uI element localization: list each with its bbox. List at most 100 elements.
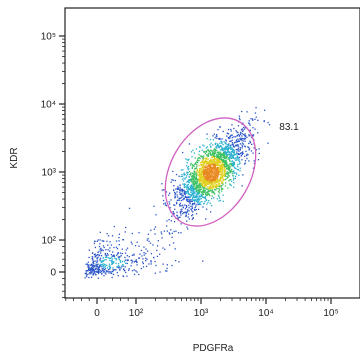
event-point xyxy=(214,162,216,164)
event-point xyxy=(94,274,97,276)
event-point xyxy=(192,149,194,151)
event-point xyxy=(198,193,200,195)
event-point xyxy=(226,132,228,134)
event-point xyxy=(224,173,226,176)
event-point xyxy=(224,185,227,187)
gate-ellipse[interactable] xyxy=(147,102,274,242)
event-point xyxy=(217,191,220,193)
event-point xyxy=(99,271,101,273)
event-point xyxy=(204,152,206,155)
event-point xyxy=(190,205,192,208)
event-point xyxy=(197,197,200,199)
event-point xyxy=(225,163,227,166)
event-point xyxy=(239,143,241,145)
event-point xyxy=(228,151,230,154)
event-point xyxy=(195,148,197,150)
event-point xyxy=(207,178,209,180)
event-point xyxy=(214,152,216,154)
event-point xyxy=(133,261,135,263)
event-point xyxy=(215,185,217,187)
event-point xyxy=(187,159,190,161)
event-point xyxy=(127,259,129,261)
event-point xyxy=(181,174,183,176)
event-point xyxy=(196,181,198,183)
event-point xyxy=(205,171,207,173)
event-point xyxy=(87,261,89,263)
event-point xyxy=(223,152,225,154)
event-point xyxy=(187,189,189,192)
event-point xyxy=(117,275,119,277)
event-point xyxy=(221,182,223,184)
event-point xyxy=(238,140,241,142)
event-point xyxy=(148,240,150,242)
event-point xyxy=(97,277,100,279)
event-point xyxy=(220,160,223,162)
event-point xyxy=(202,185,204,187)
event-point xyxy=(216,153,218,156)
event-point xyxy=(164,204,167,206)
x-tick-label: 10³ xyxy=(194,308,209,319)
event-point xyxy=(214,167,216,170)
event-point xyxy=(101,268,103,270)
event-point xyxy=(214,149,216,151)
event-point xyxy=(203,187,205,189)
event-point xyxy=(212,176,215,178)
event-point xyxy=(232,165,234,167)
event-point xyxy=(218,161,220,163)
event-point xyxy=(161,189,163,191)
event-point xyxy=(202,156,204,158)
event-point xyxy=(206,175,208,177)
event-point xyxy=(218,138,220,140)
event-point xyxy=(133,273,136,276)
event-point xyxy=(250,118,252,120)
event-point xyxy=(98,245,101,248)
event-point xyxy=(221,169,223,171)
event-point xyxy=(207,192,209,194)
event-point xyxy=(201,185,203,188)
event-point xyxy=(196,195,198,198)
event-point xyxy=(160,231,162,233)
event-point xyxy=(221,188,223,190)
event-point xyxy=(234,175,237,177)
event-point xyxy=(217,166,219,169)
event-point xyxy=(100,252,102,254)
event-point xyxy=(99,269,101,271)
event-point xyxy=(235,172,237,174)
event-point xyxy=(175,260,177,262)
event-point xyxy=(207,165,209,168)
event-point xyxy=(210,160,212,162)
event-point xyxy=(207,189,210,192)
event-point xyxy=(209,154,211,156)
event-point xyxy=(119,260,122,262)
event-point xyxy=(258,152,260,155)
event-point xyxy=(220,146,223,148)
event-point xyxy=(212,158,214,161)
event-point xyxy=(196,194,198,197)
event-point xyxy=(111,258,113,260)
event-point xyxy=(131,259,133,261)
event-point xyxy=(264,109,266,111)
event-point xyxy=(211,178,213,181)
event-point xyxy=(126,255,128,257)
event-point xyxy=(211,197,213,200)
event-point xyxy=(199,170,201,172)
event-point xyxy=(200,183,202,185)
event-point xyxy=(102,245,105,247)
event-point xyxy=(252,152,254,154)
event-point xyxy=(99,257,102,259)
event-point xyxy=(210,183,212,185)
event-point xyxy=(202,159,204,161)
event-point xyxy=(193,172,195,174)
event-point xyxy=(218,167,220,169)
event-point xyxy=(123,268,125,270)
event-point xyxy=(207,182,209,185)
event-point xyxy=(232,164,234,166)
event-point xyxy=(230,179,232,181)
event-point xyxy=(171,264,173,267)
x-tick-label: 10⁴ xyxy=(258,308,273,319)
event-point xyxy=(250,150,253,152)
event-point xyxy=(255,107,257,109)
event-point xyxy=(203,171,205,173)
event-point xyxy=(211,184,213,186)
event-point xyxy=(197,202,199,204)
